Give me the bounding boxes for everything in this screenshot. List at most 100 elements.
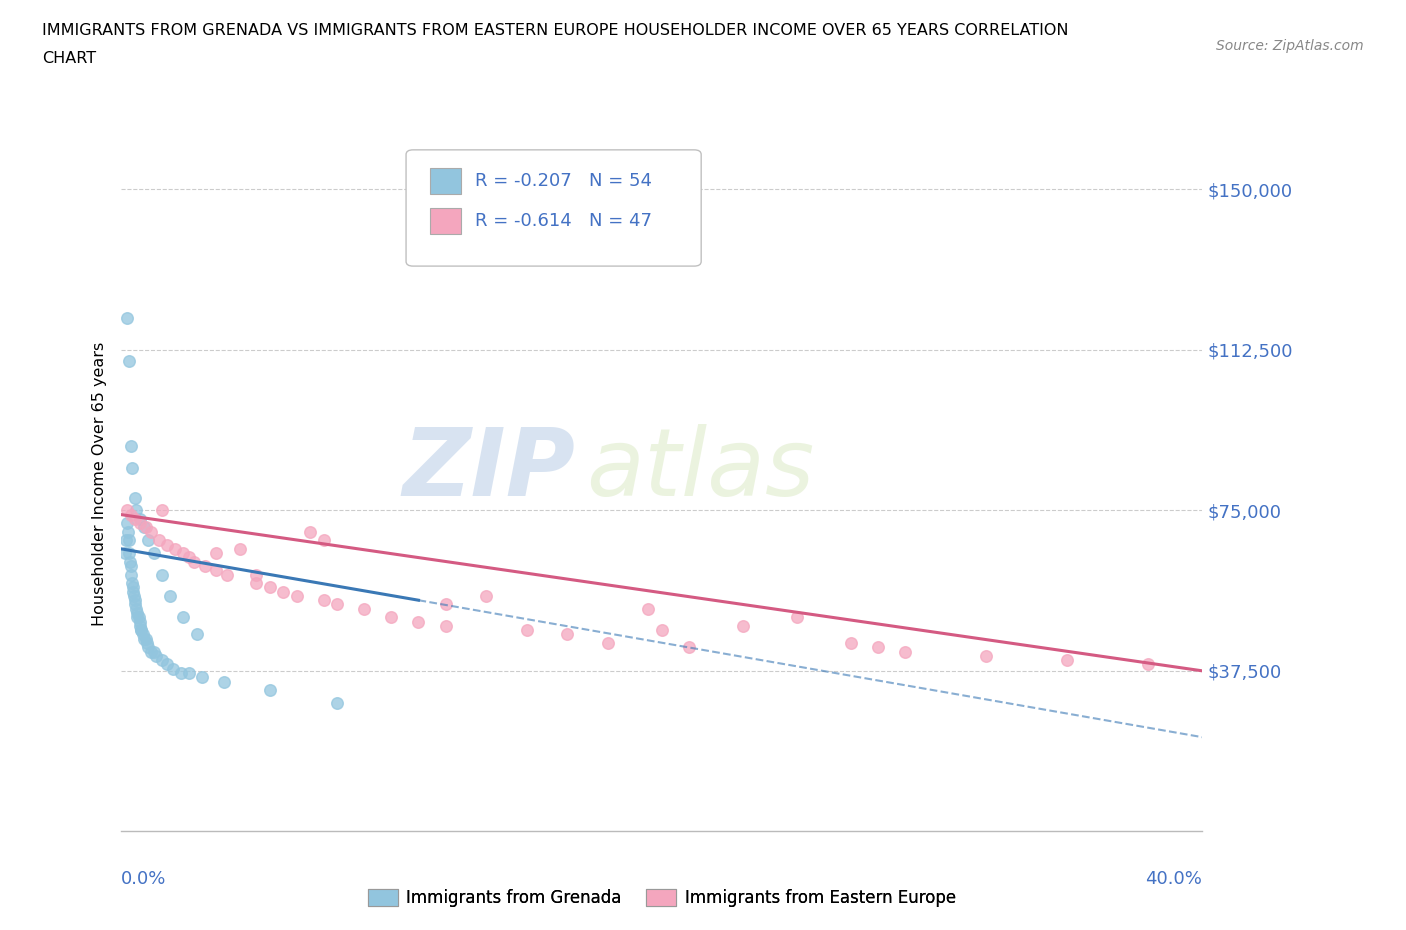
Point <box>191 670 214 684</box>
Point <box>135 631 157 646</box>
Point <box>136 533 159 548</box>
Point <box>124 592 146 607</box>
Point <box>122 589 145 604</box>
Point <box>125 605 148 620</box>
Point <box>142 546 165 561</box>
Point <box>170 666 193 681</box>
Point <box>115 516 138 531</box>
Point <box>866 640 889 655</box>
Point <box>1056 653 1078 668</box>
Point <box>118 546 141 561</box>
Point <box>128 610 150 625</box>
Point <box>120 507 142 522</box>
Point <box>120 559 142 574</box>
Text: R = -0.207   N = 54: R = -0.207 N = 54 <box>475 171 652 190</box>
Point <box>245 567 267 582</box>
Point <box>115 503 138 518</box>
Point <box>131 623 153 638</box>
Point <box>156 538 179 552</box>
Point <box>139 525 162 539</box>
Text: IMMIGRANTS FROM GRENADA VS IMMIGRANTS FROM EASTERN EUROPE HOUSEHOLDER INCOME OVE: IMMIGRANTS FROM GRENADA VS IMMIGRANTS FR… <box>42 23 1069 38</box>
Point <box>215 567 238 582</box>
Point <box>135 635 157 650</box>
Point <box>312 592 335 607</box>
Point <box>177 550 200 565</box>
Point <box>1137 657 1160 671</box>
Point <box>651 623 673 638</box>
Point <box>128 614 150 629</box>
Point <box>786 610 808 625</box>
Point <box>118 533 141 548</box>
Point <box>731 618 754 633</box>
Text: CHART: CHART <box>42 51 96 66</box>
Point <box>122 584 145 599</box>
Point <box>124 490 146 505</box>
Text: 40.0%: 40.0% <box>1146 870 1202 887</box>
Point <box>380 610 402 625</box>
Point <box>177 666 200 681</box>
Point <box>139 644 162 659</box>
Point <box>125 602 148 617</box>
Point <box>134 520 156 535</box>
Y-axis label: Householder Income Over 65 years: Householder Income Over 65 years <box>93 341 107 626</box>
Point <box>121 576 143 591</box>
Point <box>596 635 619 650</box>
Point <box>159 589 181 604</box>
Text: ZIP: ZIP <box>402 424 575 516</box>
Point <box>212 674 235 689</box>
Point <box>125 503 148 518</box>
Point <box>115 533 138 548</box>
Point <box>129 516 152 531</box>
Point <box>121 460 143 475</box>
Point <box>148 533 170 548</box>
Point <box>150 653 173 668</box>
Point <box>326 597 349 612</box>
Point <box>162 661 184 676</box>
Point <box>353 602 375 617</box>
Point <box>172 610 194 625</box>
Point <box>136 640 159 655</box>
Point <box>408 614 430 629</box>
Point <box>186 627 208 642</box>
Point <box>115 311 138 325</box>
Point <box>120 439 142 454</box>
Point <box>974 648 997 663</box>
Text: 0.0%: 0.0% <box>121 870 166 887</box>
Point <box>434 618 457 633</box>
Point <box>204 563 226 578</box>
Point <box>129 512 152 526</box>
Point <box>165 541 187 556</box>
Point <box>124 512 146 526</box>
Point <box>839 635 862 650</box>
Point <box>118 353 141 368</box>
Point <box>273 584 295 599</box>
Point <box>156 657 179 671</box>
Point <box>127 610 149 625</box>
Point <box>145 648 167 663</box>
Point <box>894 644 917 659</box>
Point <box>259 683 281 698</box>
Point <box>204 546 226 561</box>
Point <box>135 520 157 535</box>
Point <box>129 623 152 638</box>
Point <box>312 533 335 548</box>
Point <box>124 597 146 612</box>
Point <box>475 589 498 604</box>
Point <box>121 567 143 582</box>
Text: atlas: atlas <box>586 424 814 515</box>
Text: Source: ZipAtlas.com: Source: ZipAtlas.com <box>1216 39 1364 53</box>
Point <box>299 525 322 539</box>
Point <box>114 546 136 561</box>
Point <box>516 623 538 638</box>
Point <box>434 597 457 612</box>
Point <box>637 602 659 617</box>
Point <box>183 554 205 569</box>
Point <box>117 525 139 539</box>
Point <box>555 627 578 642</box>
Text: R = -0.614   N = 47: R = -0.614 N = 47 <box>475 211 652 230</box>
Point <box>121 580 143 595</box>
Point <box>172 546 194 561</box>
Point <box>245 576 267 591</box>
Legend: Immigrants from Grenada, Immigrants from Eastern Europe: Immigrants from Grenada, Immigrants from… <box>361 882 963 913</box>
Point <box>134 631 156 646</box>
